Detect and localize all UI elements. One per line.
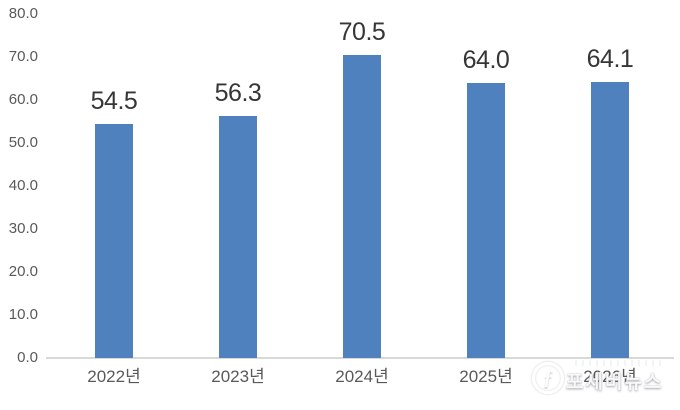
y-axis-tick-label: 10.0 [8,306,38,323]
watermark-tagline [570,360,666,366]
y-axis-tick-label: 70.0 [8,48,38,65]
bar [95,123,133,358]
bar [343,54,381,358]
f-logo-icon: ƒ [532,362,564,394]
y-axis-tick-label: 30.0 [8,220,38,237]
y-axis-tick-label: 20.0 [8,263,38,280]
bar-value-label: 64.1 [586,45,634,74]
x-axis-category-label: 2024년 [335,367,389,386]
x-axis-category-label: 2025년 [459,367,513,386]
y-axis-tick-label: 50.0 [8,134,38,151]
bar [467,82,505,358]
x-axis-category-label: 2026년 [583,367,637,386]
y-axis-tick-label: 80.0 [8,5,38,22]
bar-value-label: 70.5 [338,17,386,46]
bar-value-label: 54.5 [90,86,138,115]
y-axis-tick-label: 0.0 [17,349,38,366]
x-axis-category-label: 2023년 [211,367,265,386]
y-axis-tick-label: 60.0 [8,91,38,108]
bar [219,115,257,358]
watermark-text: 포세버뉴스 [566,372,664,393]
x-axis-line [46,357,674,359]
news-watermark: ƒ 포세버뉴스 [528,354,680,406]
bar-value-label: 64.0 [462,45,510,74]
y-axis-tick-label: 40.0 [8,177,38,194]
bar [591,82,629,358]
x-axis-category-label: 2022년 [87,367,141,386]
bar-value-label: 56.3 [214,78,262,107]
